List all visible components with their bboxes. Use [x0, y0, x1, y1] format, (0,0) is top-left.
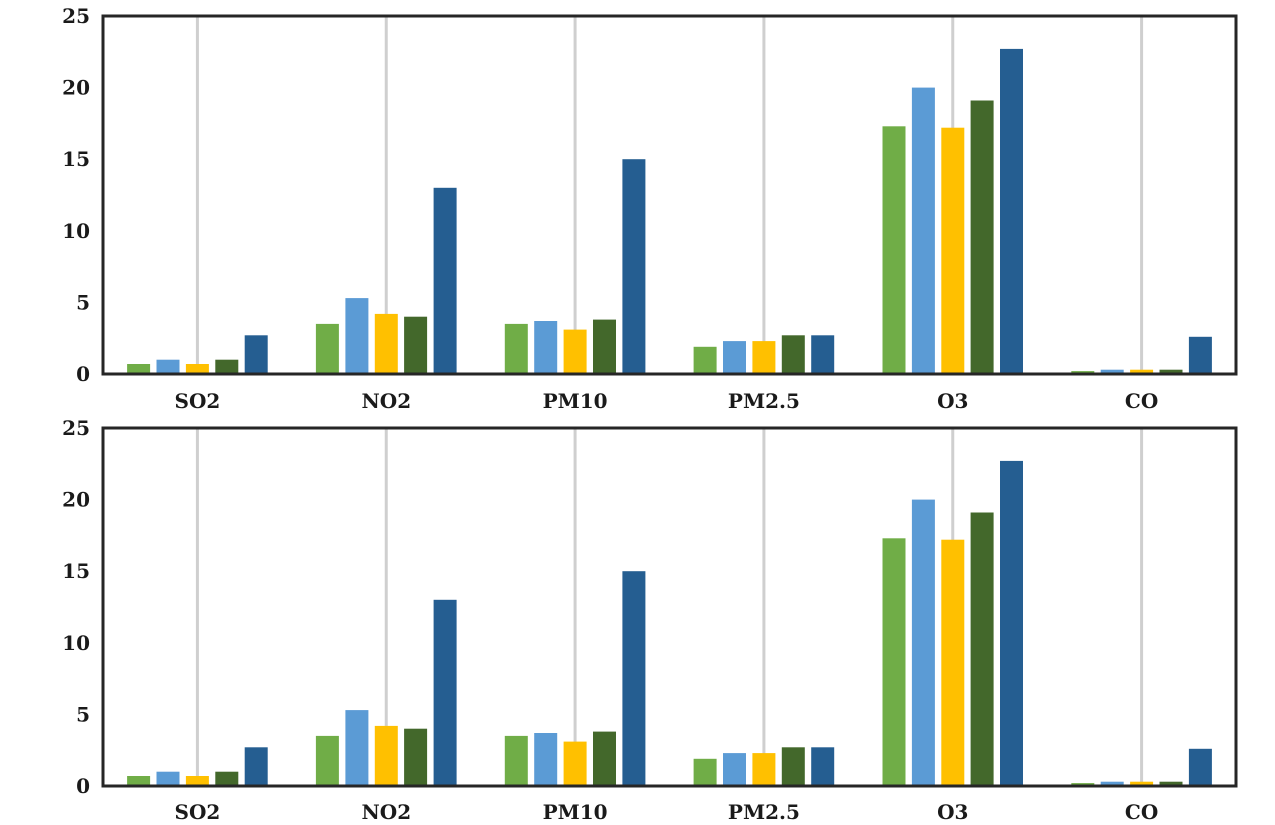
- top-ytick-label-3: 15: [62, 147, 90, 171]
- chart-top: 0 5 10 15 20 25 SO2 NO2 PM10 PM2.5 O3 CO: [62, 4, 1238, 412]
- chart-bottom: 0 5 10 15 20 25 SO2 NO2 PM10 PM2.5 O3 CO: [62, 416, 1238, 824]
- top-bar-pm25-s4: [781, 335, 805, 374]
- bottom-bar-so2-s1: [127, 776, 151, 786]
- top-ytick-label-4: 20: [62, 76, 90, 100]
- top-bar-pm10-s2: [534, 321, 558, 374]
- bottom-bar-no2-s1: [315, 735, 339, 786]
- top-bar-pm25-s1: [693, 346, 717, 374]
- bottom-ytick-label-4: 20: [62, 488, 90, 512]
- top-bar-o3-s5: [1000, 48, 1023, 375]
- top-bar-o3-s4: [970, 100, 994, 374]
- bottom-bar-o3-s1: [882, 538, 906, 786]
- bottom-bar-so2-s4: [215, 771, 239, 786]
- bottom-bar-o3-s5: [1000, 460, 1023, 786]
- top-category-label-3: PM2.5: [728, 389, 800, 412]
- top-bar-so2-s4: [215, 359, 239, 374]
- top-bar-no2-s2: [345, 298, 369, 374]
- bottom-ytick-label-3: 15: [62, 559, 90, 583]
- bottom-bar-so2-s2: [156, 771, 180, 786]
- top-bar-o3-s1: [882, 126, 906, 374]
- bottom-bar-so2-s5: [244, 747, 268, 786]
- top-bar-pm10-s1: [504, 323, 528, 374]
- top-category-label-2: PM10: [543, 389, 608, 412]
- top-category-label-0: SO2: [175, 389, 221, 412]
- bottom-bar-pm10-s4: [593, 731, 616, 786]
- top-category-label-1: NO2: [361, 389, 411, 412]
- top-bar-so2-s1: [127, 364, 151, 374]
- top-bar-pm10-s4: [593, 319, 616, 374]
- bottom-bar-pm25-s4: [781, 747, 805, 786]
- top-category-label-4: O3: [937, 389, 968, 412]
- top-bar-pm10-s3: [563, 329, 587, 374]
- bottom-category-label-3: PM2.5: [728, 800, 800, 824]
- bottom-bar-pm10-s3: [563, 741, 587, 786]
- bottom-ytick-label-0: 0: [76, 774, 90, 798]
- bottom-bar-pm25-s1: [693, 758, 717, 786]
- bottom-bar-no2-s3: [374, 725, 398, 786]
- top-bar-pm25-s2: [723, 341, 746, 374]
- top-bar-pm25-s3: [752, 341, 776, 374]
- bottom-ytick-label-1: 5: [76, 702, 90, 726]
- bottom-category-label-5: CO: [1125, 800, 1158, 824]
- top-bar-co-s3: [1130, 369, 1154, 374]
- bottom-bar-co-s2: [1100, 781, 1124, 786]
- bottom-bar-pm25-s3: [752, 753, 776, 786]
- top-bar-so2-s2: [156, 359, 180, 374]
- bottom-bar-no2-s5: [433, 599, 457, 786]
- top-bar-pm25-s5: [811, 335, 835, 374]
- top-bar-pm10-s5: [622, 159, 646, 374]
- bottom-bar-pm25-s5: [811, 747, 835, 786]
- top-bar-o3-s2: [911, 87, 935, 374]
- top-bar-so2-s5: [244, 335, 268, 374]
- top-ytick-label-1: 5: [76, 290, 90, 314]
- top-bar-no2-s4: [404, 316, 428, 374]
- bottom-bar-pm10-s1: [504, 735, 528, 786]
- bottom-bar-o3-s2: [911, 499, 935, 786]
- bottom-ytick-label-2: 10: [62, 631, 90, 655]
- top-bar-so2-s3: [185, 364, 209, 374]
- top-bar-co-s5: [1188, 336, 1212, 374]
- bottom-bar-o3-s4: [970, 512, 994, 786]
- bottom-bar-pm10-s5: [622, 571, 646, 786]
- bottom-category-label-4: O3: [937, 800, 968, 824]
- top-ytick-label-2: 10: [62, 219, 90, 243]
- bottom-category-label-2: PM10: [543, 800, 608, 824]
- top-ytick-label-5: 25: [62, 4, 90, 28]
- bottom-ytick-label-5: 25: [62, 416, 90, 440]
- top-bar-no2-s3: [374, 313, 398, 374]
- top-bar-no2-s1: [315, 323, 339, 374]
- bottom-bar-no2-s4: [404, 728, 428, 786]
- bottom-bar-no2-s2: [345, 710, 369, 786]
- top-plot-frame: [101, 14, 1238, 376]
- top-ytick-label-0: 0: [76, 362, 90, 386]
- top-bar-co-s2: [1100, 369, 1124, 374]
- bottom-plot-frame: [101, 426, 1238, 788]
- bottom-bar-pm25-s2: [723, 753, 746, 786]
- bottom-bar-co-s4: [1159, 781, 1183, 786]
- top-bar-co-s4: [1159, 369, 1183, 374]
- bottom-bar-o3-s3: [941, 539, 965, 786]
- top-bar-o3-s3: [941, 127, 965, 374]
- bottom-bar-so2-s3: [185, 776, 209, 786]
- top-category-label-5: CO: [1125, 389, 1158, 412]
- top-bar-no2-s5: [433, 187, 457, 374]
- bottom-bar-co-s5: [1188, 748, 1212, 786]
- bottom-category-label-0: SO2: [175, 800, 221, 824]
- bottom-bar-co-s3: [1130, 781, 1154, 786]
- bottom-category-label-1: NO2: [361, 800, 411, 824]
- bottom-bar-pm10-s2: [534, 733, 558, 786]
